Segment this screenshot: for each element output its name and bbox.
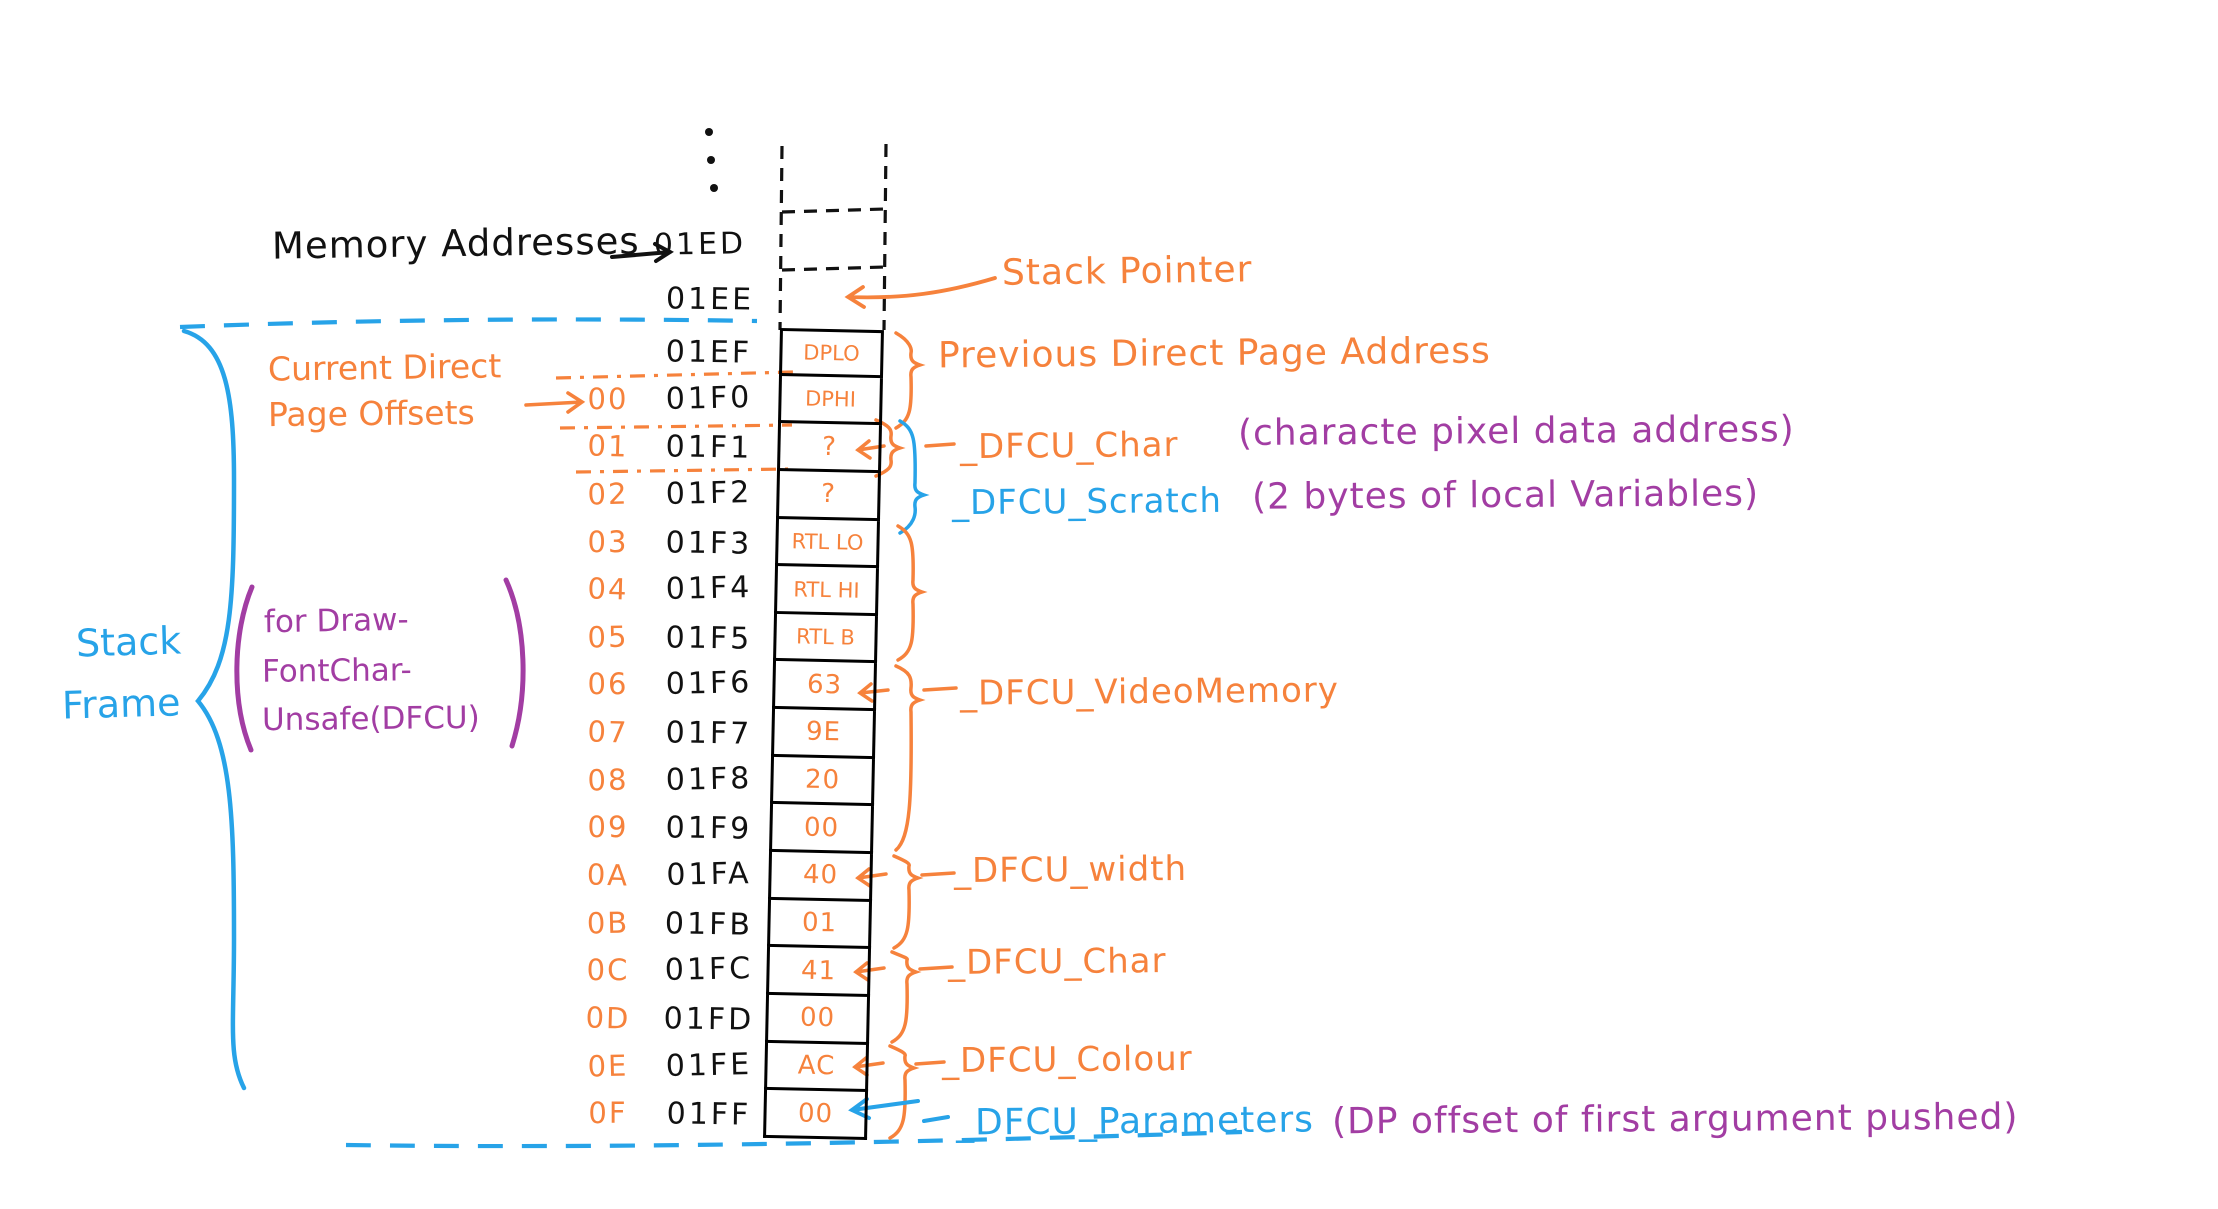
stack-cell: 20 <box>770 756 875 807</box>
memory-address: 01FB <box>664 905 754 943</box>
stack-cell: DPHI <box>778 375 883 426</box>
memory-address: 01FA <box>666 856 752 893</box>
stack-extension-dashed <box>778 143 888 331</box>
dp-offset: 0A <box>586 857 630 893</box>
dp-offset: 03 <box>587 524 629 559</box>
dfcu-scratch-label: _DFCU_Scratch <box>951 480 1223 524</box>
memory-row: 0F 01FF <box>0 1090 1000 1138</box>
memory-address: 01EF <box>665 334 753 371</box>
stack-cell: DPLO <box>779 328 884 378</box>
dfcu-function-note-line3: Unsafe(DFCU) <box>261 699 480 739</box>
memory-address: 01F9 <box>665 810 753 848</box>
memory-row: 0C 01FC <box>0 947 1000 995</box>
address-01ed: 01ED <box>653 226 747 263</box>
memory-row: 06 01F6 <box>0 661 1000 709</box>
stack-frame-label-line1: Stack <box>75 618 182 666</box>
frame-boundary-top-dashed <box>179 317 758 330</box>
memory-address: 01F7 <box>665 715 753 752</box>
memory-address: 01FD <box>663 1001 755 1038</box>
dfcu-colour-label: _DFCU_Colour <box>941 1038 1193 1082</box>
memory-address: 01F5 <box>665 620 753 657</box>
dfcu-char2-label: _DFCU_Char <box>947 941 1167 983</box>
stack-cell: RTL LO <box>775 518 880 569</box>
dp-offset: 02 <box>587 476 629 512</box>
stack-pointer-label: Stack Pointer <box>1001 249 1253 294</box>
dp-offset: 09 <box>587 810 629 845</box>
address-01ee: 01EE <box>665 281 755 318</box>
dp-offset: 04 <box>587 571 629 607</box>
stack-cells: DPLO DPHI ? ? RTL LO RTL HI RTL B 63 9E … <box>763 328 884 1140</box>
stack-pointer-arrow-icon <box>844 276 997 309</box>
dfcu-width-label: _DFCU_width <box>953 848 1188 892</box>
dp-offset: 0B <box>586 905 630 941</box>
memory-rows: 01EF 00 01F0 01 01F1 02 01F2 03 01F3 04 01F4 … <box>0 328 1000 1138</box>
stack-cell: 00 <box>765 994 871 1045</box>
dfcu-char-label: _DFCU_Char <box>959 424 1179 468</box>
dp-offset: 06 <box>587 667 629 702</box>
dp-offset: 07 <box>587 714 629 750</box>
dfcu-function-note-line2: FontChar- <box>261 652 412 690</box>
dfcu-parameters-label: _DFCU_Parameters <box>955 1099 1315 1144</box>
stack-cell: 00 <box>769 804 875 855</box>
stack-cell: 63 <box>772 661 877 712</box>
memory-addresses-title: Memory Addresses <box>271 219 640 268</box>
stack-cell: 00 <box>763 1090 869 1140</box>
stack-cell: 40 <box>768 851 874 902</box>
memory-address: 01F6 <box>665 665 753 703</box>
dp-offset: 0F <box>588 1096 628 1131</box>
previous-dp-label: Previous Direct Page Address <box>937 330 1491 377</box>
memory-row: 03 01F3 <box>0 519 1000 567</box>
stack-cell: AC <box>764 1042 870 1093</box>
stack-cell: 41 <box>766 947 872 998</box>
memory-address: 01F3 <box>665 524 753 562</box>
dfcu-function-note-line1: for Draw- <box>263 601 409 641</box>
memory-address: 01F8 <box>665 760 753 798</box>
dp-offset: 01 <box>587 428 629 464</box>
memory-address: 01F4 <box>665 570 753 608</box>
ellipsis-dots-icon <box>705 128 718 192</box>
dp-offset: 0D <box>585 1000 631 1036</box>
current-dp-offsets-label-line2: Page Offsets <box>267 392 475 435</box>
dp-offset <box>576 333 640 335</box>
memory-address: 01FC <box>664 951 754 989</box>
dp-offset: 08 <box>587 762 629 798</box>
stack-cell: 9E <box>771 709 876 759</box>
stack-cell: ? <box>777 423 882 474</box>
dp-offset: 0E <box>587 1048 629 1084</box>
memory-row: 00 01F0 <box>0 376 1000 424</box>
stack-cell: 01 <box>767 899 873 950</box>
memory-row: 09 01F9 <box>0 804 1000 852</box>
dfcu-scratch-note: (2 bytes of local Variables) <box>1251 473 1760 518</box>
stack-cell: RTL HI <box>774 566 879 616</box>
dp-offset: 00 <box>587 381 629 416</box>
dfcu-videomemory-label: _DFCU_VideoMemory <box>959 670 1340 714</box>
dp-offset: 05 <box>587 619 629 655</box>
stack-frame-label-line2: Frame <box>61 680 181 728</box>
memory-address: 01F1 <box>665 429 753 466</box>
memory-address: 01FE <box>665 1046 753 1084</box>
memory-address: 01F2 <box>665 475 753 512</box>
current-dp-offsets-label-line1: Current Direct <box>267 346 502 389</box>
memory-address: 01FF <box>666 1096 752 1133</box>
dp-offset: 0C <box>586 953 630 988</box>
stack-cell: RTL B <box>773 613 878 664</box>
dfcu-char-note: (characte pixel data address) <box>1237 409 1795 454</box>
dfcu-parameters-note: (DP offset of first argument pushed) <box>1331 1096 2019 1143</box>
memory-address: 01F0 <box>665 379 753 417</box>
stack-cell: ? <box>776 470 881 521</box>
